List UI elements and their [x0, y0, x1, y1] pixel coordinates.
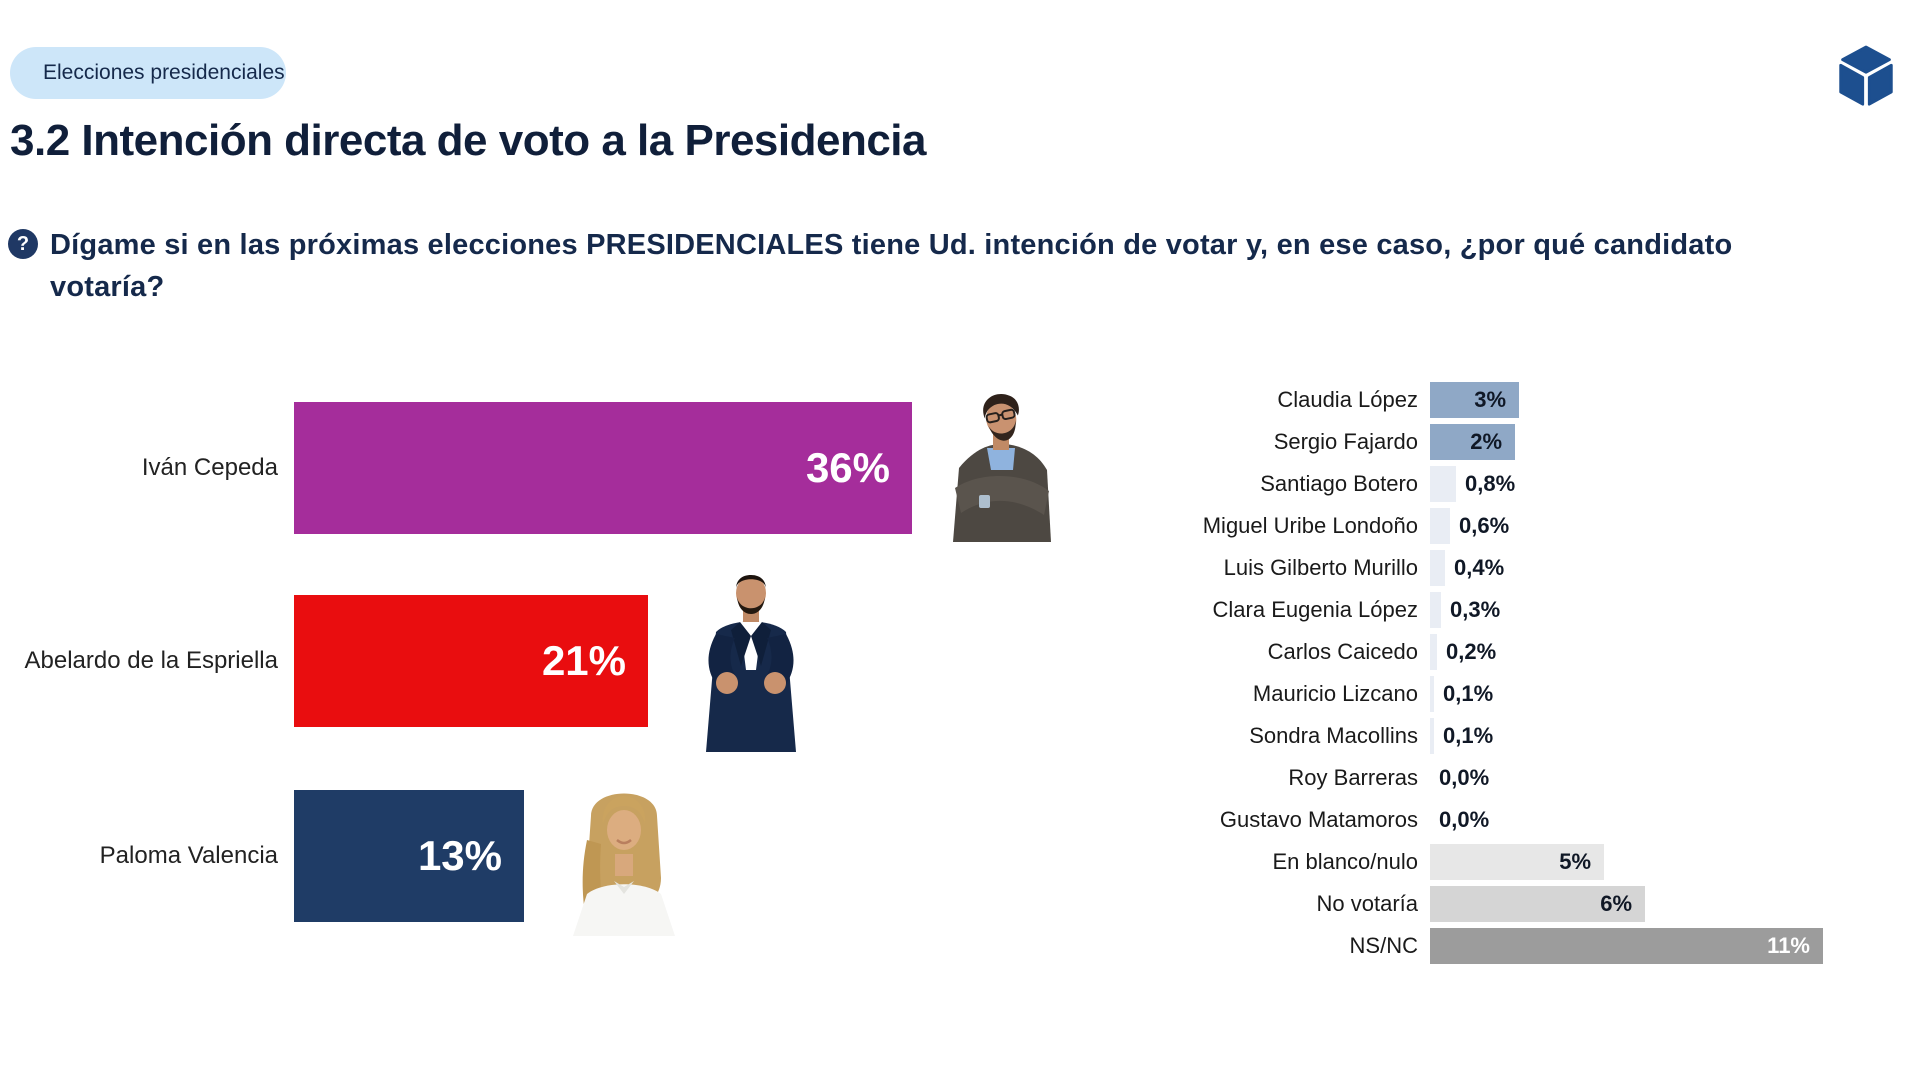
bar-zone: 5% — [1430, 841, 1895, 883]
bar-zone: 0,2% — [1430, 631, 1895, 673]
value-label: 13% — [417, 832, 502, 879]
others-chart: Claudia López 3% Sergio Fajardo 2% Santi… — [1150, 379, 1895, 967]
page-title: 3.2 Intención directa de voto a la Presi… — [10, 116, 927, 165]
value-label: 5% — [1559, 849, 1591, 874]
value-bar — [1430, 508, 1450, 544]
candidate-label: Carlos Caicedo — [1267, 639, 1418, 664]
value-label: 0,2% — [1446, 639, 1497, 664]
others-chart-row: Claudia López 3% — [1150, 379, 1895, 421]
candidate-label: Gustavo Matamoros — [1219, 807, 1418, 832]
bar-zone: 2% — [1430, 421, 1895, 463]
survey-question: ? Dígame si en las próximas elecciones P… — [8, 224, 1888, 308]
others-chart-row: Carlos Caicedo 0,2% — [1150, 631, 1895, 673]
others-chart-row: Roy Barreras 0,0% — [1150, 757, 1895, 799]
candidate-label: Mauricio Lizcano — [1252, 681, 1418, 706]
bar-zone: 0,1% — [1430, 715, 1895, 757]
value-label: 0,0% — [1439, 765, 1490, 790]
candidate-label: Santiago Botero — [1260, 471, 1418, 496]
others-chart-row: En blanco/nulo 5% — [1150, 841, 1895, 883]
question-mark-icon: ? — [8, 229, 38, 259]
candidate-label: Claudia López — [1277, 387, 1418, 412]
bar-zone: 0,8% — [1430, 463, 1895, 505]
value-bar — [1430, 886, 1645, 922]
value-label: 0,8% — [1465, 471, 1516, 496]
value-label: 21% — [541, 637, 626, 684]
value-bar — [1430, 718, 1434, 754]
bar-zone: 0,0% — [1430, 757, 1895, 799]
candidate-label: Luis Gilberto Murillo — [1223, 555, 1418, 580]
bar-zone: 0,1% — [1430, 673, 1895, 715]
others-chart-row: Miguel Uribe Londoño 0,6% — [1150, 505, 1895, 547]
value-bar — [1430, 592, 1441, 628]
value-bar — [1430, 844, 1604, 880]
others-chart-row: NS/NC 11% — [1150, 925, 1895, 967]
candidate-label: Sergio Fajardo — [1273, 429, 1418, 454]
main-bar-row: Abelardo de la Espriella 21% — [0, 595, 1100, 727]
value-label: 0,6% — [1459, 513, 1510, 538]
bar-zone: 6% — [1430, 883, 1895, 925]
candidate-label: Clara Eugenia López — [1212, 597, 1418, 622]
others-chart-row: No votaría 6% — [1150, 883, 1895, 925]
value-bar — [1430, 550, 1445, 586]
others-chart-row: Sondra Macollins 0,1% — [1150, 715, 1895, 757]
candidate-label: NS/NC — [1349, 933, 1418, 958]
section-badge: Elecciones presidenciales — [10, 47, 286, 99]
bar-zone: 0,3% — [1430, 589, 1895, 631]
value-bar: 21% — [294, 595, 648, 727]
candidate-label: Iván Cepeda — [141, 454, 278, 481]
main-bar-row: Iván Cepeda 36% — [0, 402, 1100, 534]
value-bar: 13% — [294, 790, 524, 922]
value-bar — [1430, 382, 1519, 418]
value-bar — [1430, 676, 1434, 712]
others-chart-row: Luis Gilberto Murillo 0,4% — [1150, 547, 1895, 589]
bar-zone: 3% — [1430, 379, 1895, 421]
value-bar — [1430, 424, 1515, 460]
value-label: 0,3% — [1450, 597, 1501, 622]
candidate-label: Abelardo de la Espriella — [24, 647, 279, 674]
bar-zone: 0,4% — [1430, 547, 1895, 589]
others-chart-row: Clara Eugenia López 0,3% — [1150, 589, 1895, 631]
candidate-label: Paloma Valencia — [99, 842, 278, 869]
ivan-cepeda-photo — [953, 394, 1051, 542]
value-label: 11% — [1767, 933, 1810, 958]
bar-zone: 0,0% — [1430, 799, 1895, 841]
others-chart-row: Santiago Botero 0,8% — [1150, 463, 1895, 505]
abelardo-de-la-espriella-photo — [706, 575, 796, 752]
bar-zone: 11% — [1430, 925, 1895, 967]
value-bar — [1430, 634, 1437, 670]
bar-zone: 0,6% — [1430, 505, 1895, 547]
value-label: 0,4% — [1454, 555, 1505, 580]
candidate-label: Roy Barreras — [1288, 765, 1418, 790]
value-label: 0,0% — [1439, 807, 1490, 832]
others-chart-row: Mauricio Lizcano 0,1% — [1150, 673, 1895, 715]
survey-question-text: Dígame si en las próximas elecciones PRE… — [50, 224, 1732, 308]
others-chart-row: Sergio Fajardo 2% — [1150, 421, 1895, 463]
value-label: 6% — [1600, 891, 1632, 916]
value-bar — [1430, 466, 1456, 502]
value-label: 3% — [1474, 387, 1506, 412]
paloma-valencia-photo — [573, 793, 675, 936]
survey-question-line1: Dígame si en las próximas elecciones PRE… — [50, 229, 1733, 261]
section-badge-label: Elecciones presidenciales — [43, 61, 285, 84]
value-label: 0,1% — [1443, 681, 1494, 706]
cube-logo-icon — [1839, 45, 1893, 106]
main-bar-row: Paloma Valencia 13% — [0, 790, 1100, 922]
value-label: 36% — [805, 444, 890, 491]
candidate-label: Miguel Uribe Londoño — [1202, 513, 1418, 538]
others-chart-row: Gustavo Matamoros 0,0% — [1150, 799, 1895, 841]
candidate-label: No votaría — [1316, 891, 1419, 916]
value-bar: 36% — [294, 402, 912, 534]
candidate-label: Sondra Macollins — [1249, 723, 1418, 748]
candidate-label: En blanco/nulo — [1272, 849, 1418, 874]
survey-question-line2: votaría? — [50, 271, 165, 303]
value-bar — [1430, 928, 1823, 964]
value-label: 0,1% — [1443, 723, 1494, 748]
value-label: 2% — [1470, 429, 1502, 454]
